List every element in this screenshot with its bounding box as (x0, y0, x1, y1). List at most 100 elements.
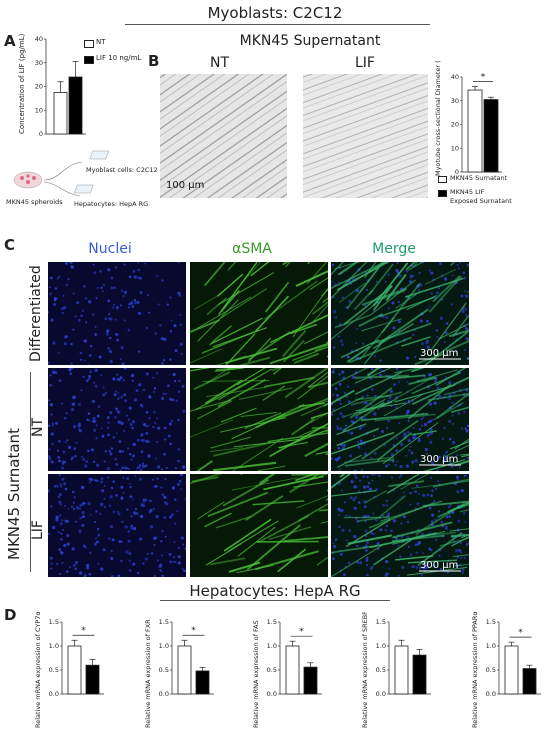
fiber-stroke (364, 262, 377, 278)
fiber-stroke (225, 347, 278, 364)
nucleus-dot (331, 263, 335, 267)
nucleus-dot (417, 437, 421, 441)
chart-d-d-fas: Relative mRNA expression of FAS 0.0 0.5 1.0… (252, 618, 322, 728)
nucleus-dot (177, 561, 181, 565)
nucleus-dot (428, 269, 431, 272)
nucleus-dot (71, 547, 75, 551)
nucleus-dot (132, 271, 135, 274)
nucleus-dot (381, 430, 385, 434)
nucleus-dot (128, 406, 132, 410)
nucleus-dot (161, 529, 164, 533)
nucleus-dot (463, 474, 467, 478)
nucleus-dot (119, 358, 122, 361)
nucleus-dot (409, 280, 413, 284)
nucleus-dot (97, 562, 100, 565)
fiber-stroke (350, 391, 403, 406)
nucleus-dot (385, 464, 388, 468)
nucleus-dot (70, 264, 73, 267)
fiber-stroke (343, 456, 395, 464)
nucleus-dot (147, 454, 151, 458)
nucleus-dot (50, 318, 54, 322)
nucleus-dot (160, 540, 163, 543)
fiber-stroke (300, 402, 328, 417)
nucleus-dot (158, 564, 162, 569)
nucleus-dot (353, 485, 357, 489)
nucleus-dot (70, 505, 74, 508)
nucleus-dot (110, 486, 114, 490)
nucleus-dot (117, 574, 121, 577)
fiber-stroke (347, 534, 393, 545)
chart-d-ylabel: Relative mRNA expression of CYP7α1 (34, 612, 42, 728)
fluorescence-image-lif-asma (190, 474, 328, 577)
nucleus-dot (163, 452, 166, 456)
nucleus-dot (69, 262, 73, 264)
nucleus-dot (101, 489, 105, 493)
fiber-stroke (190, 474, 223, 485)
fiber-stroke (223, 518, 272, 552)
fluorescence-image-lif-nuclei (48, 474, 186, 577)
nucleus-dot (156, 477, 159, 480)
nucleus-dot (436, 335, 439, 339)
brightfield-image-nt (160, 74, 287, 198)
nucleus-dot (72, 425, 77, 429)
nucleus-dot (64, 262, 68, 265)
nucleus-dot (100, 480, 103, 484)
schematic-myoblast-label: Myoblast cells: C2C12 (86, 166, 158, 174)
nucleus-dot (86, 563, 90, 567)
bar-control (504, 645, 519, 695)
nucleus-dot (118, 449, 122, 453)
nucleus-dot (53, 484, 57, 488)
nucleus-dot (169, 560, 173, 564)
fiber-stroke (436, 392, 469, 419)
nucleus-dot (181, 568, 184, 571)
nucleus-dot (395, 437, 398, 440)
legend-swatch-lif (84, 56, 94, 64)
nucleus-dot (455, 350, 458, 353)
fiber-stroke (213, 461, 277, 471)
nucleus-dot (369, 567, 373, 571)
nucleus-dot (117, 397, 120, 400)
nucleus-dot (409, 503, 412, 506)
nucleus-dot (83, 575, 86, 577)
nucleus-dot (448, 419, 452, 423)
nucleus-dot (347, 400, 351, 404)
nucleus-dot (101, 290, 104, 293)
fiber-stroke (445, 340, 469, 352)
nucleus-dot (441, 459, 445, 463)
chart-d-plot: 0.0 0.5 1.0 1.5 * (486, 618, 541, 698)
fiber-stroke (411, 372, 460, 395)
chart-d-plot: 0.0 0.5 1.0 1.5 * (49, 618, 104, 698)
nucleus-dot (60, 485, 63, 488)
fiber-stroke (353, 289, 374, 311)
nucleus-dot (78, 571, 83, 575)
nucleus-dot (374, 452, 377, 455)
nucleus-dot (425, 567, 428, 570)
nucleus-dot (426, 493, 430, 497)
nucleus-dot (420, 342, 424, 346)
nucleus-dot (108, 313, 111, 316)
nucleus-dot (88, 354, 92, 357)
nucleus-dot (147, 311, 151, 314)
nucleus-dot (88, 572, 92, 576)
nucleus-dot (333, 310, 337, 314)
nucleus-dot (184, 498, 186, 501)
chart-d-ylabel: Relative mRNA expression of FAS (252, 620, 260, 728)
nucleus-dot (368, 487, 373, 491)
nucleus-dot (74, 567, 77, 571)
significance-star: * (299, 627, 304, 637)
fiber-stroke (357, 515, 390, 522)
fiber-stroke (372, 323, 414, 350)
nucleus-dot (131, 379, 134, 382)
chart-d-d-cyp7a1: Relative mRNA expression of CYP7α1 0.0 0.5… (34, 612, 104, 728)
nucleus-dot (439, 316, 443, 320)
nucleus-dot (418, 566, 422, 570)
nucleus-dot (339, 402, 342, 405)
nucleus-dot (373, 532, 376, 535)
fiber-stroke (373, 539, 412, 566)
fiber-stroke (361, 412, 429, 422)
nucleus-dot (63, 543, 67, 548)
nucleus-dot (448, 381, 452, 385)
nucleus-dot (84, 297, 88, 300)
nucleus-dot (73, 447, 77, 450)
nucleus-dot (401, 565, 405, 570)
